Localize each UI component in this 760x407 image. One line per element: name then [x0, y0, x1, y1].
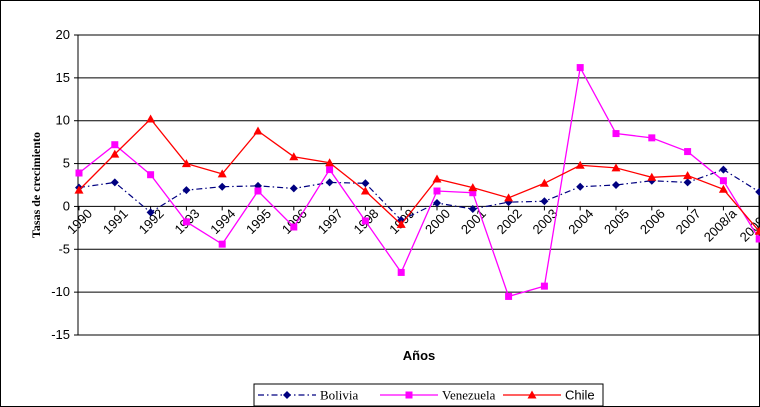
series-line	[78, 65, 760, 298]
data-point	[468, 183, 478, 192]
data-point	[326, 166, 334, 174]
data-point	[218, 182, 227, 191]
y-tick-label: 0	[63, 198, 70, 213]
legend-marker	[527, 390, 537, 399]
plot-area	[77, 34, 760, 336]
data-point	[325, 178, 334, 187]
data-point	[147, 171, 155, 179]
data-point	[683, 171, 693, 180]
data-point	[361, 179, 370, 188]
data-point	[432, 174, 442, 183]
data-point	[683, 178, 692, 187]
y-axis-title: Tasas de crecimiento	[29, 132, 43, 238]
data-point	[396, 219, 406, 228]
data-point	[181, 159, 191, 168]
data-point	[110, 149, 120, 158]
data-point	[576, 182, 585, 191]
data-point	[74, 185, 84, 194]
legend-item-bolivia: Bolivia	[258, 388, 359, 403]
data-point	[505, 292, 513, 300]
data-point	[647, 172, 657, 181]
data-point	[576, 64, 584, 72]
data-point	[75, 169, 83, 177]
plot-border	[77, 34, 760, 336]
data-point	[361, 217, 369, 225]
data-point	[289, 152, 299, 161]
data-point	[755, 235, 760, 243]
data-point	[648, 134, 656, 142]
data-point	[253, 126, 263, 135]
data-point	[182, 218, 190, 226]
data-point	[146, 114, 156, 123]
data-point	[290, 223, 298, 231]
data-point	[684, 148, 692, 156]
data-point	[433, 187, 441, 195]
data-point	[254, 187, 262, 195]
data-point	[217, 169, 227, 178]
data-point	[325, 158, 335, 167]
series-chile	[74, 114, 760, 235]
series-venezuela	[75, 64, 760, 300]
data-point	[111, 141, 119, 149]
data-point	[612, 181, 620, 189]
y-tick-label: -5	[58, 241, 70, 256]
x-axis-title: Años	[403, 348, 436, 363]
legend-label: Chile	[565, 388, 595, 403]
data-point	[146, 208, 155, 217]
y-tick-label: 20	[56, 27, 70, 42]
y-tick-label: 10	[56, 113, 70, 128]
data-point	[182, 186, 191, 195]
y-tick-label: 5	[63, 156, 70, 171]
data-point	[754, 226, 760, 235]
data-point	[539, 178, 549, 187]
data-point	[360, 186, 370, 195]
legend-label: Bolivia	[320, 388, 359, 403]
data-point	[755, 187, 760, 196]
gridlines	[78, 34, 759, 336]
series-line	[78, 168, 760, 221]
y-tick-label: -10	[51, 284, 70, 299]
legend-marker	[405, 391, 413, 399]
series-bolivia	[75, 165, 760, 225]
series-layer	[74, 64, 760, 300]
data-point	[218, 240, 226, 248]
y-axis-ticks: 20 15 10 5 0 -5 -10 -15	[51, 27, 78, 342]
data-point	[504, 193, 514, 202]
data-point	[719, 177, 727, 185]
y-tick-label: 15	[56, 70, 70, 85]
data-point	[433, 199, 441, 207]
data-point	[718, 184, 728, 193]
data-point	[110, 178, 119, 187]
data-point	[612, 130, 620, 138]
data-point	[397, 268, 405, 276]
data-point	[468, 205, 477, 213]
legend-marker	[283, 391, 291, 399]
series-line	[78, 118, 760, 232]
data-point	[540, 197, 549, 206]
y-tick-label: -15	[51, 327, 70, 342]
legend: Bolivia Venezuela Chile	[253, 383, 604, 407]
legend-item-chile: Chile	[503, 388, 595, 403]
data-point	[611, 163, 621, 172]
data-point	[719, 165, 728, 174]
data-point	[575, 160, 585, 169]
data-point	[540, 282, 548, 290]
data-point	[289, 184, 298, 193]
legend-label: Venezuela	[442, 388, 496, 403]
data-point	[469, 189, 477, 197]
legend-item-venezuela: Venezuela	[380, 388, 496, 403]
